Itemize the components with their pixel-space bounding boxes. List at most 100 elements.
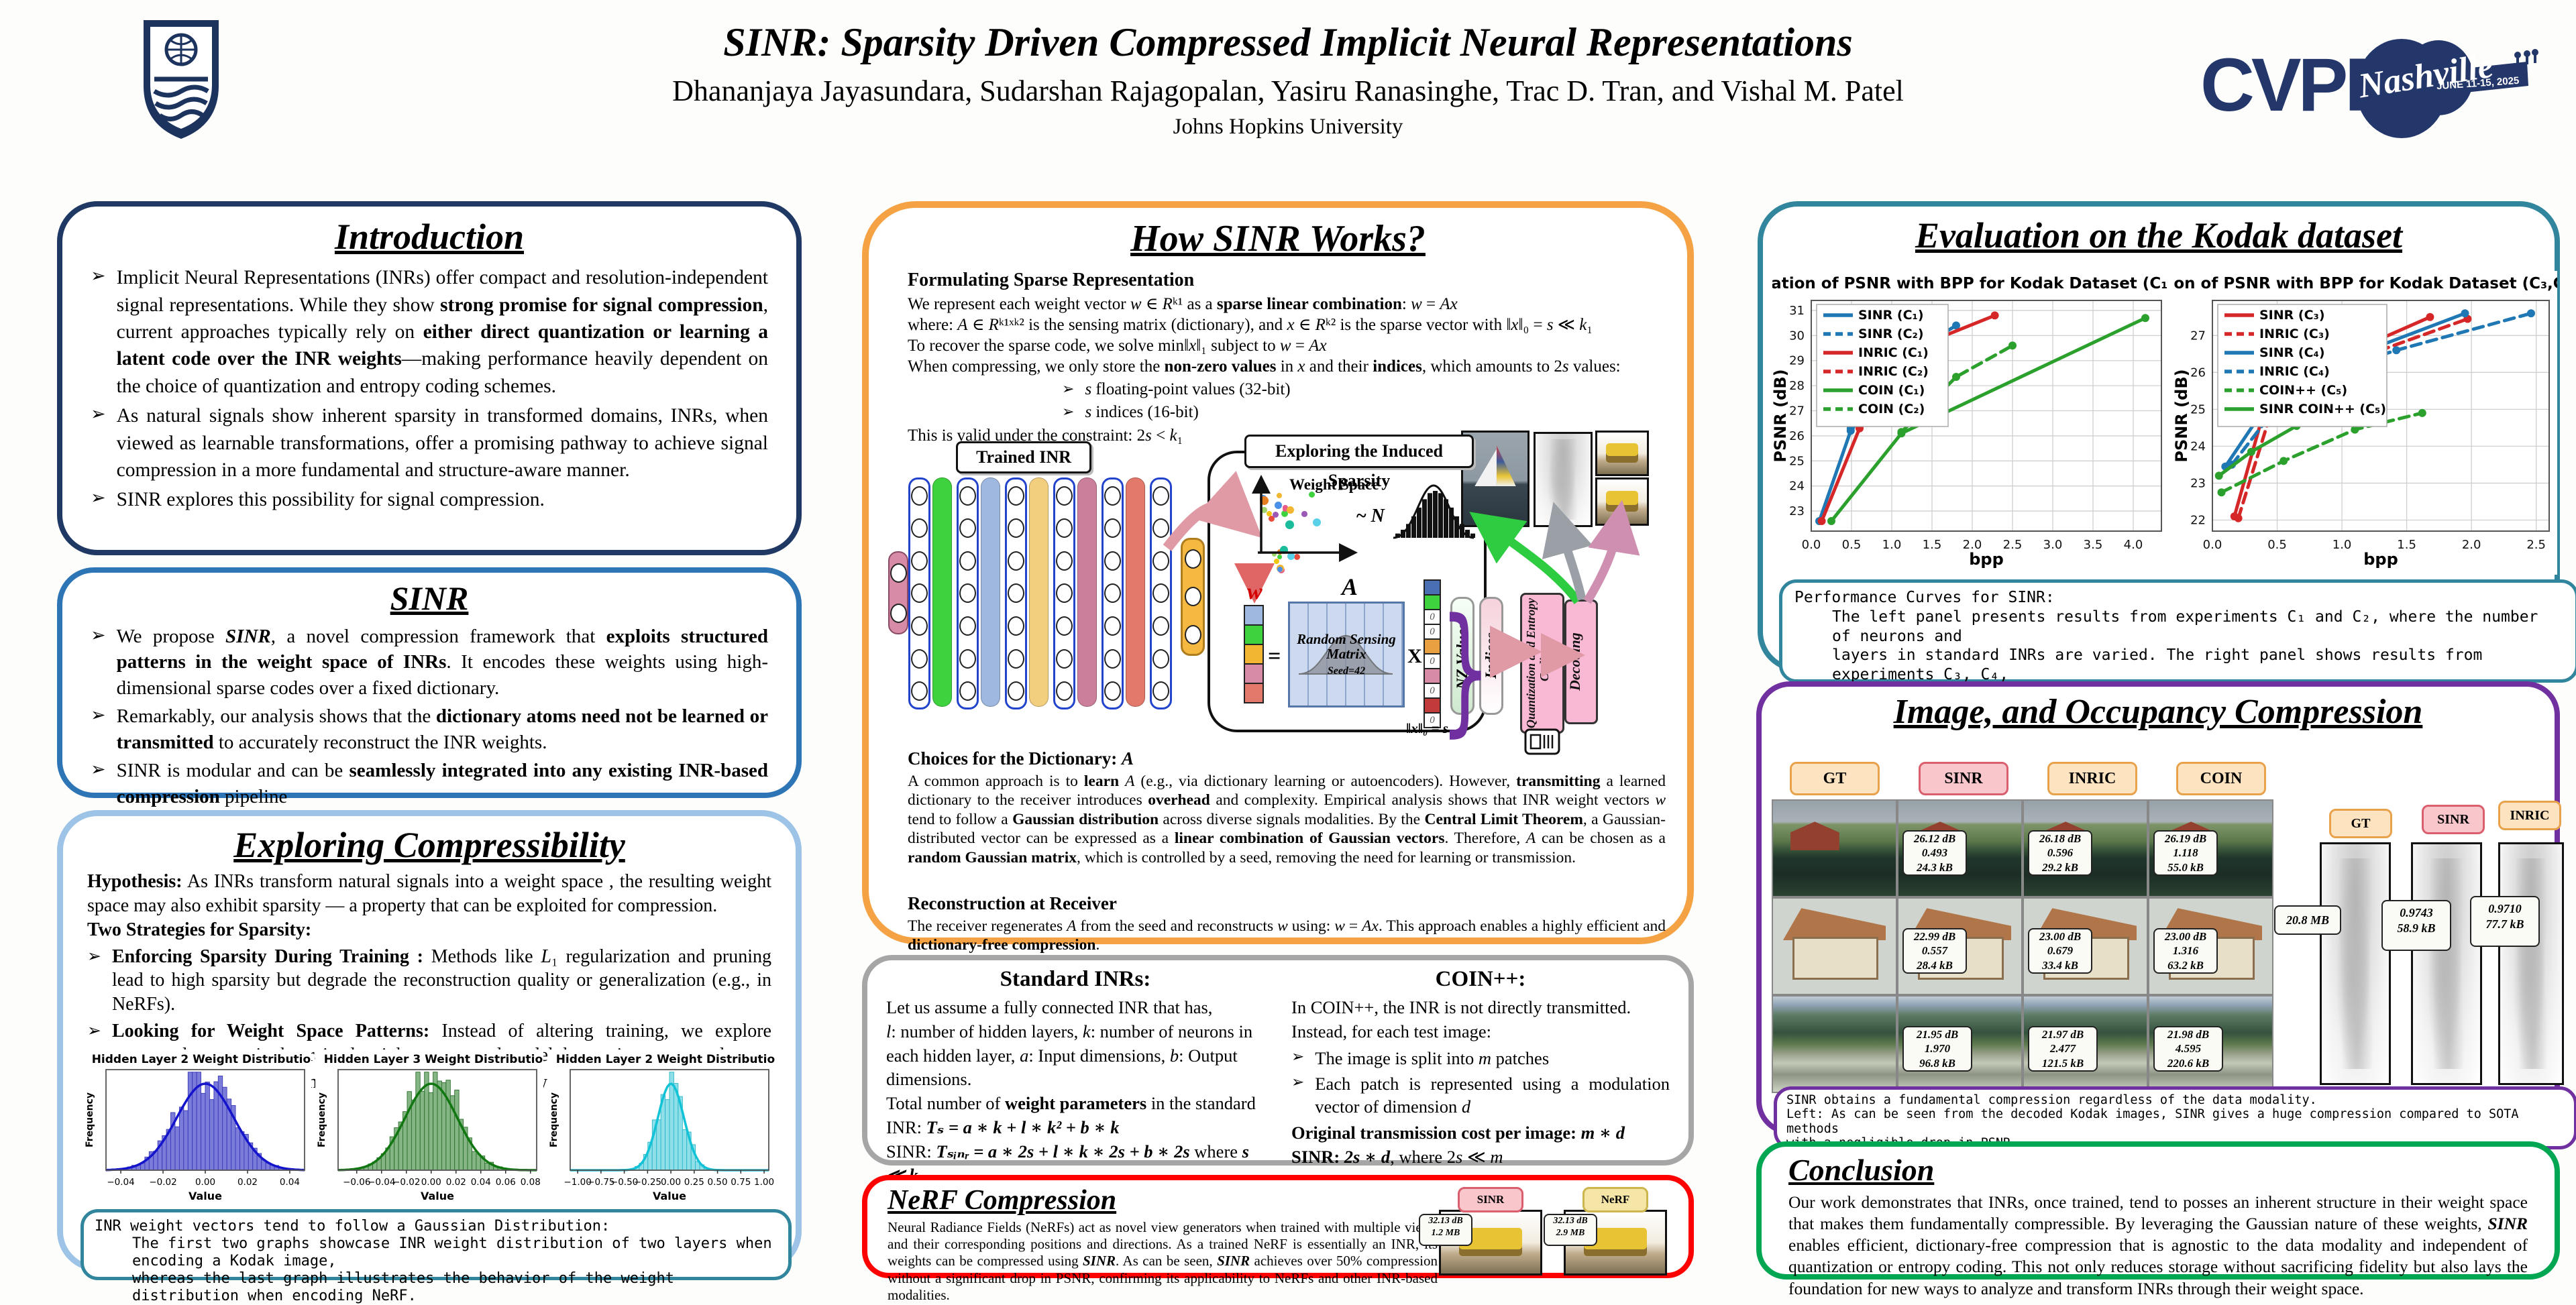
list-item: l: number of hidden layers, k: number of…: [886, 1021, 1253, 1090]
list-item: ➢ The image is split into m patches: [1291, 1047, 1670, 1070]
inr-input-layer: [888, 551, 908, 634]
metric-badge: 21.95 dB 1.970 96.8 kB: [1902, 1026, 1972, 1072]
svg-text:1.5: 1.5: [1923, 538, 1942, 552]
weight-dot: [1269, 516, 1275, 522]
svg-text:23: 23: [2190, 476, 2206, 490]
list-item: To recover the sparse code, we solve min…: [908, 337, 1327, 355]
occ-label-sinr: SINR: [2422, 805, 2485, 834]
svg-text:Hidden Layer 2 Weight Distribu: Hidden Layer 2 Weight Distribution: [92, 1053, 311, 1066]
weight-dot: [1260, 496, 1269, 505]
weight-space-scatter: [1246, 476, 1354, 577]
sinr-bullets: ➢ We propose SINR, a novel compression fr…: [91, 624, 768, 810]
occ-gt-badge: 20.8 MB: [2274, 905, 2341, 935]
decoding-box: Decoding: [1564, 600, 1598, 724]
svg-text:Frequency: Frequency: [317, 1092, 327, 1147]
conclusion-text: Our work demonstrates that INRs, once tr…: [1788, 1192, 2528, 1298]
weight-dot: [1277, 567, 1283, 573]
psnr-value: 23.00 dB: [2039, 930, 2082, 943]
svg-text:PSNR (dB): PSNR (dB): [1772, 369, 1790, 462]
imgocc-caption: SINR obtains a fundamental compression r…: [1774, 1086, 2576, 1165]
column-label-gt: GT: [1790, 762, 1880, 795]
svg-text:0.00: 0.00: [195, 1177, 215, 1188]
bullet-icon: ➢: [91, 624, 106, 646]
psnr-value: 32.13 dB: [1553, 1216, 1588, 1226]
weight-space-label: Weight Space: [1289, 476, 1379, 493]
svg-text:−0.04: −0.04: [368, 1177, 395, 1188]
choices-text: A common approach is to learn A (e.g., v…: [908, 773, 1666, 866]
weight-dot: [1261, 507, 1267, 513]
psnr-value: 32.13 dB: [1428, 1216, 1463, 1226]
svg-text:2.0: 2.0: [1963, 538, 1982, 552]
svg-text:1.0: 1.0: [1882, 538, 1902, 552]
reconstruction-block: Reconstruction at Receiver The receiver …: [908, 893, 1666, 955]
section-title: Exploring Compressibility: [233, 825, 625, 865]
svg-text:Frequency: Frequency: [85, 1092, 95, 1147]
poster-header: SINR: Sparsity Driven Compressed Implici…: [644, 20, 1932, 139]
gaussian-curve-icon: [1393, 484, 1475, 539]
standard-inrs-lines: Let us assume a fully connected INR that…: [886, 996, 1265, 1188]
list-item: ➢ Each patch is represented using a modul…: [1291, 1072, 1670, 1119]
poster-title: SINR: Sparsity Driven Compressed Implici…: [723, 20, 1853, 64]
metric-badge: 23.00 dB 0.679 33.4 kB: [2028, 928, 2092, 974]
occupancy-sinr-figure: [2411, 842, 2482, 1085]
svg-text:22: 22: [2190, 513, 2206, 527]
formulating-lines: We represent each weight vector w ∈ Rᵏ¹ …: [908, 294, 1666, 377]
bullet-icon: ➢: [1291, 1073, 1305, 1091]
svg-text:0.00: 0.00: [421, 1177, 441, 1188]
list-item: The first two graphs showcase INR weight…: [132, 1235, 772, 1269]
inr-layer: [1029, 477, 1049, 707]
bpp-value: 1.118: [2173, 846, 2198, 860]
note-title: Performance Curves for SINR:: [1794, 589, 2055, 606]
size-value: 96.8 kB: [1919, 1056, 1955, 1070]
kodak-coin-barn: 26.19 dB 1.118 55.0 kB: [2148, 799, 2273, 897]
sinr-pipeline-diagram: Trained INR Exploring the Induced Sparsi…: [879, 431, 1690, 755]
decoded-nerf-view-1: [1595, 431, 1649, 476]
inr-network: [888, 471, 1205, 712]
size-value: 29.2 kB: [2042, 860, 2078, 874]
svg-text:0.02: 0.02: [446, 1177, 466, 1188]
weight-dot: [1283, 507, 1288, 512]
formulating-heading: Formulating Sparse Representation: [908, 270, 1195, 290]
poster-affiliation: Johns Hopkins University: [1173, 115, 1403, 139]
nerf-nerf-badge: 32.13 dB 2.9 MB: [1544, 1214, 1597, 1246]
svg-text:0.02: 0.02: [237, 1177, 258, 1188]
kodak-sinr-river: 21.95 dB 1.970 96.8 kB: [1897, 995, 2023, 1093]
list-item-text: Remarkably, our analysis shows that the …: [116, 705, 768, 753]
bpp-value: 4.595: [2175, 1042, 2202, 1056]
kodak-gt-house: [1772, 897, 1897, 995]
section-title: Conclusion: [1788, 1153, 1935, 1187]
svg-text:Value: Value: [653, 1190, 686, 1202]
note-title: INR weight vectors tend to follow a Gaus…: [95, 1218, 610, 1235]
svg-text:1.0: 1.0: [2332, 538, 2352, 552]
svg-text:0.0: 0.0: [2203, 538, 2222, 552]
matrix-seed: Seed=42: [1327, 665, 1366, 677]
coin-title: COIN++:: [1435, 967, 1526, 991]
section-introduction: Introduction ➢ Implicit Neural Representa…: [57, 201, 802, 555]
formulating-block: Formulating Sparse Representation We rep…: [908, 270, 1666, 446]
kodak-inric-river: 21.97 dB 2.477 121.5 kB: [2023, 995, 2148, 1093]
svg-text:1.00: 1.00: [754, 1177, 774, 1188]
weight-dot: [1273, 512, 1279, 518]
bullet-icon: ➢: [91, 488, 106, 509]
svg-text:2.5: 2.5: [2003, 538, 2023, 552]
svg-text:26: 26: [2190, 365, 2206, 380]
coin-intro: In COIN++, the INR is not directly trans…: [1291, 997, 1631, 1041]
section-nerf-compression: NeRF Compression Neural Radiance Fields …: [862, 1175, 1694, 1303]
metric-badge: 26.19 dB 1.118 55.0 kB: [2153, 830, 2218, 876]
list-item-text: SINR explores this possibility for signa…: [116, 489, 545, 511]
kodak-comparison-grid: 26.12 dB 0.493 24.3 kB 26.18 dB 0.596 29…: [1772, 799, 2273, 1093]
list-item-text: As natural signals show inherent sparsit…: [116, 405, 768, 481]
bpp-value: 0.493: [1921, 846, 1948, 860]
bullet-icon: ➢: [1291, 1047, 1305, 1066]
weight-dot: [1294, 554, 1301, 561]
sparsity-norm-label: ‖x‖₀ = s: [1406, 720, 1448, 736]
svg-text:0.06: 0.06: [496, 1177, 516, 1188]
jhu-logo: [141, 17, 221, 141]
svg-text:Hidden Layer 3 Weight Distribu: Hidden Layer 3 Weight Distribution: [324, 1053, 543, 1066]
psnr-value: 26.18 dB: [2039, 832, 2082, 845]
matrix-gaussian-icon: [1298, 634, 1393, 675]
svg-text:INRIC (C₄): INRIC (C₄): [2259, 364, 2330, 379]
list-item: SINR: 2s ∗ d, where 2s ≪ m: [1291, 1146, 1503, 1167]
coin-bullets: ➢ The image is split into m patches ➢ Each …: [1291, 1047, 1670, 1119]
